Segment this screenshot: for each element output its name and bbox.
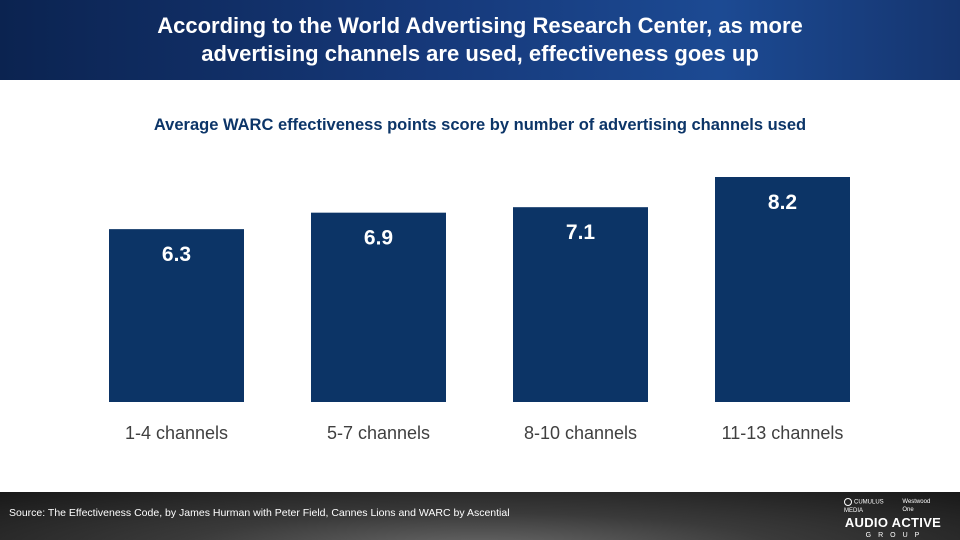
x-tick-label: 1-4 channels [125,423,228,443]
chart-title: Average WARC effectiveness points score … [153,116,807,134]
x-tick-label: 5-7 channels [327,423,430,443]
westwood-one-logo: Westwood One [902,499,931,514]
logo-main-text: AUDIO ACTIVE [844,514,942,530]
data-label: 8.2 [768,191,797,214]
data-label: 7.1 [566,221,596,244]
bar-5-7-channels [311,212,446,402]
page-title-line-2: advertising channels are used, effective… [201,41,759,66]
logo-brand-left: CUMULUS MEDIA [844,499,884,514]
audio-active-group-logo: CUMULUS MEDIA Westwood One AUDIO ACTIVE … [844,498,942,539]
bar-chart: 6.3 1-4 channels 6.9 5-7 channels 7.1 8-10 ch… [109,177,850,443]
source-note: Source: The Effectiveness Code, by James… [9,507,510,519]
circle-icon [844,498,852,506]
logo-sub-text: GROUP [865,531,927,539]
page-title-line-1: According to the World Advertising Resea… [157,13,803,38]
data-label: 6.9 [364,227,393,250]
bar-8-10-channels [513,207,648,402]
cumulus-media-logo: CUMULUS MEDIA [844,498,902,515]
title-banner: According to the World Advertising Resea… [0,0,960,80]
footer-bar: Source: The Effectiveness Code, by James… [0,492,960,540]
x-tick-label: 11-13 channels [722,423,844,443]
bar-1-4-channels [109,229,244,402]
bar-11-13-channels [715,177,850,402]
data-label: 6.3 [162,243,191,266]
x-tick-label: 8-10 channels [524,423,637,443]
